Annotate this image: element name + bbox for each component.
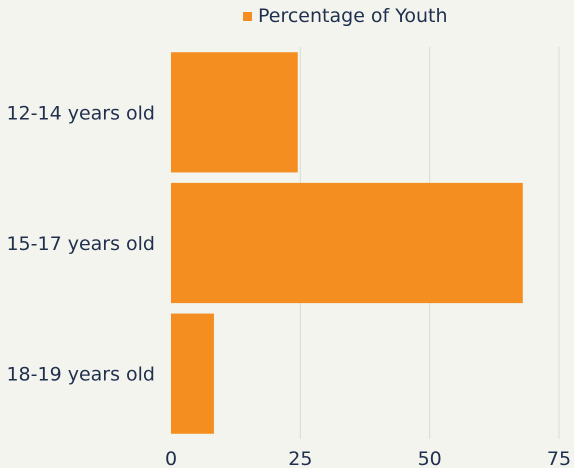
x-tick-label: 75: [547, 448, 571, 468]
legend: Percentage of Youth: [243, 5, 448, 27]
x-axis-ticks: 0 25 50 75: [165, 448, 571, 468]
category-label: 12-14 years old: [6, 102, 155, 124]
x-tick-label: 50: [418, 448, 442, 468]
bar-2: [171, 313, 214, 434]
legend-label: Percentage of Youth: [258, 5, 448, 27]
bar-1: [171, 182, 523, 304]
category-labels: 12-14 years old 15-17 years old 18-19 year…: [6, 102, 155, 385]
category-label: 15-17 years old: [6, 233, 155, 255]
x-tick-label: 25: [288, 448, 312, 468]
legend-swatch: [243, 11, 252, 21]
bars: [171, 52, 523, 434]
bar-0: [171, 52, 298, 173]
category-label: 18-19 years old: [6, 364, 155, 386]
x-tick-label: 0: [165, 448, 177, 468]
